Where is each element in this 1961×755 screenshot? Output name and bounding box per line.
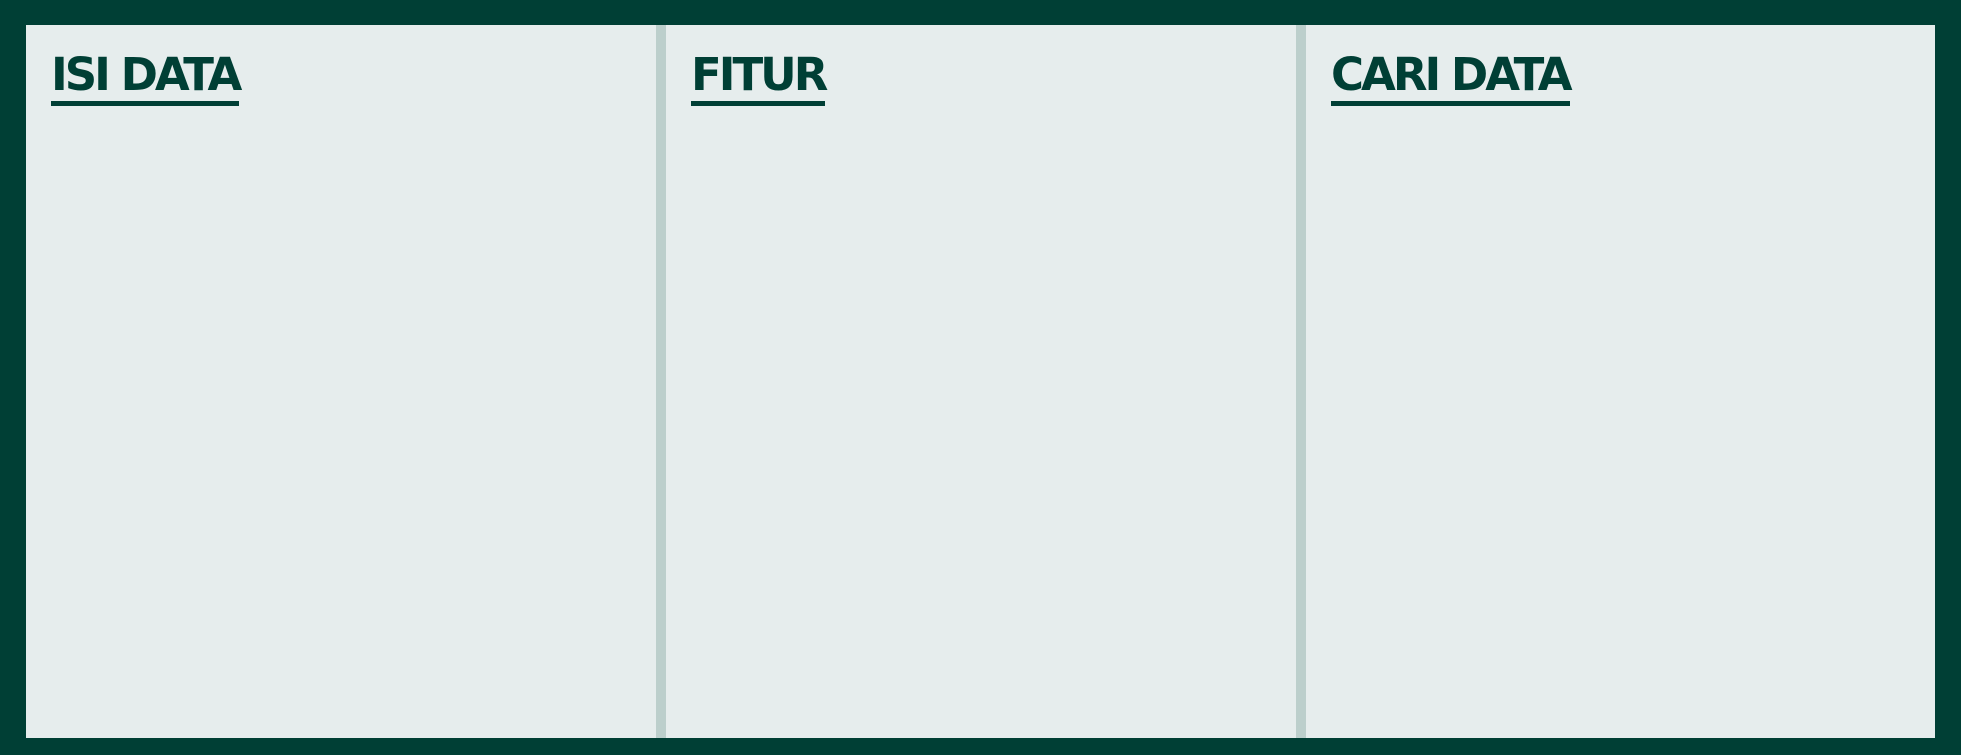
cari-data-tab[interactable]: CARI DATA — [1331, 52, 1573, 106]
fitur-tab[interactable]: FITUR — [691, 52, 828, 106]
divider-2 — [1296, 25, 1306, 738]
cari-data-title[interactable]: CARI DATA — [1331, 52, 1573, 106]
isi-data-tab[interactable]: ISI DATA — [51, 52, 242, 106]
isi-data-title[interactable]: ISI DATA — [51, 52, 242, 106]
cari-data-panel: CARI DATA — [1306, 25, 1935, 738]
cari-data-content — [1306, 135, 1935, 738]
isi-data-panel: ISI DATA — [26, 25, 656, 738]
fitur-panel: FITUR — [666, 25, 1296, 738]
fitur-content — [666, 135, 1296, 738]
panels-container: ISI DATA FITUR CARI DATA — [26, 25, 1935, 738]
isi-data-content — [26, 135, 656, 738]
divider-1 — [656, 25, 666, 738]
fitur-title[interactable]: FITUR — [691, 52, 828, 106]
